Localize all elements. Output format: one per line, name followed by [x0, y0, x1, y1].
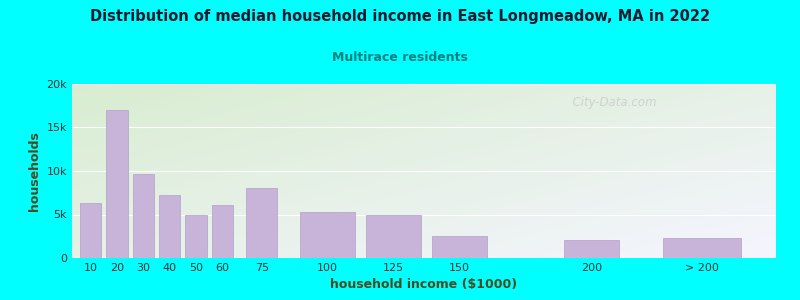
- Bar: [301, 212, 355, 258]
- Y-axis label: households: households: [28, 131, 41, 211]
- Bar: [564, 240, 618, 258]
- Bar: [246, 188, 278, 258]
- Bar: [80, 203, 101, 258]
- Bar: [432, 236, 487, 258]
- Bar: [133, 175, 154, 258]
- X-axis label: household income ($1000): household income ($1000): [330, 278, 518, 291]
- Bar: [663, 238, 742, 258]
- Text: Distribution of median household income in East Longmeadow, MA in 2022: Distribution of median household income …: [90, 9, 710, 24]
- Bar: [159, 195, 180, 258]
- Bar: [106, 110, 127, 258]
- Bar: [186, 214, 206, 258]
- Bar: [212, 205, 233, 258]
- Text: Multirace residents: Multirace residents: [332, 51, 468, 64]
- Text: City-Data.com: City-Data.com: [565, 96, 657, 109]
- Bar: [366, 214, 421, 258]
